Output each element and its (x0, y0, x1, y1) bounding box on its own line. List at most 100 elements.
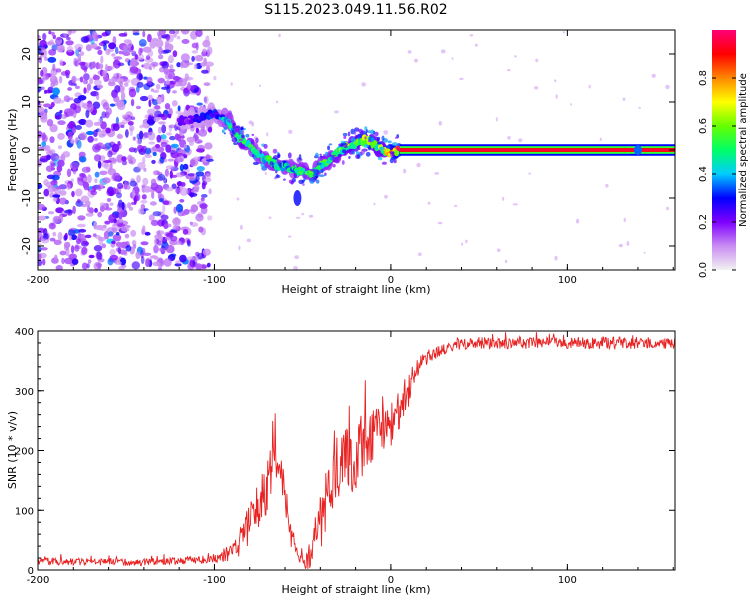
heatmap-cell (38, 259, 43, 267)
heatmap-cell (78, 118, 87, 126)
heatmap-cell (165, 236, 171, 240)
heatmap-cell (141, 194, 147, 200)
heatmap-cell (323, 154, 326, 159)
heatmap-cell (465, 239, 468, 244)
heatmap-cell (147, 49, 154, 57)
heatmap-cell (172, 90, 177, 94)
heatmap-cell (195, 127, 200, 134)
heatmap-cell (154, 234, 162, 240)
heatmap-cell (142, 156, 146, 165)
heatmap-cell (354, 127, 360, 132)
heatmap-cell (56, 165, 63, 173)
heatmap-cell (66, 36, 71, 41)
heatmap-cell (87, 174, 92, 184)
heatmap-cell (200, 62, 207, 67)
heatmap-cell (239, 224, 243, 230)
heatmap-cell (57, 132, 65, 140)
heatmap-cell (246, 238, 252, 243)
heatmap-cell (196, 102, 203, 106)
heatmap-cell (272, 148, 278, 154)
heatmap-cell (58, 145, 62, 150)
heatmap-cell (59, 197, 67, 205)
heatmap-cell (241, 134, 245, 139)
heatmap-cell (169, 135, 176, 141)
heatmap-cell (474, 43, 478, 47)
heatmap-cell (324, 151, 329, 157)
heatmap-cell (275, 170, 278, 174)
heatmap-cell (193, 88, 198, 93)
heatmap-cell (175, 172, 185, 178)
heatmap-cell (104, 30, 111, 36)
heatmap-cell (109, 249, 116, 256)
heatmap-cell (496, 248, 501, 252)
heatmap-cell (203, 82, 211, 87)
heatmap-cell (351, 150, 355, 155)
heatmap-cell (80, 195, 90, 204)
heatmap-cell (298, 154, 302, 160)
heatmap-cell (59, 110, 63, 114)
heatmap-cell (114, 85, 121, 93)
spectrogram-x-axis-label: Height of straight line (km) (281, 283, 430, 296)
heatmap-cell (178, 78, 188, 87)
snr-panel: -200 -100 0 100 400 300 200 100 0 Height of stra… (6, 327, 676, 596)
heatmap-cell (315, 175, 319, 179)
heatmap-cell (260, 163, 265, 168)
heatmap-cell (112, 234, 122, 242)
line-band-peak (399, 149, 675, 151)
heatmap-cell (98, 236, 104, 246)
heatmap-cell (238, 245, 241, 251)
heatmap-cell (164, 168, 169, 177)
colorbar-label: Normalized spectral amplitude (738, 73, 749, 227)
y-tick-label: 20 (20, 47, 33, 61)
heatmap-cell (187, 82, 191, 90)
heatmap-cell (459, 77, 464, 81)
heatmap-cell (293, 173, 297, 179)
heatmap-cell (193, 156, 201, 161)
heatmap-cell (94, 171, 100, 178)
heatmap-cell (79, 51, 85, 56)
heatmap-cell (72, 205, 76, 215)
heatmap-cell (113, 222, 117, 227)
heatmap-cell (97, 49, 103, 56)
heatmap-cell (204, 61, 214, 67)
heatmap-cell (170, 143, 179, 149)
heatmap-cell (370, 129, 375, 135)
heatmap-cell (575, 218, 580, 224)
heatmap-cell (99, 170, 108, 176)
heatmap-cell (58, 76, 63, 84)
heatmap-cell (95, 263, 103, 267)
heatmap-cell (83, 87, 87, 94)
heatmap-cell (383, 130, 389, 135)
snr-x-axis-label: Height of straight line (km) (281, 583, 430, 596)
heatmap-cell (394, 136, 399, 139)
heatmap-cell (562, 31, 566, 34)
heatmap-cell (167, 55, 174, 64)
heatmap-cell (87, 259, 92, 264)
heatmap-cell (75, 188, 83, 197)
heatmap-cell (43, 188, 50, 197)
heatmap-cell (158, 54, 164, 60)
heatmap-cell (332, 163, 336, 168)
heatmap-cell (302, 174, 308, 179)
colorbar-tick-label: 0.2 (698, 214, 709, 230)
heatmap-cell (361, 82, 367, 87)
heatmap-cell (172, 217, 181, 225)
heatmap-cell (342, 149, 347, 154)
heatmap-cell (187, 173, 195, 177)
heatmap-cell (92, 101, 101, 109)
heatmap-cell (248, 120, 253, 125)
heatmap-cell (74, 43, 84, 51)
heatmap-cell (87, 103, 94, 113)
heatmap-cell (370, 137, 375, 142)
heatmap-cell (195, 171, 205, 177)
heatmap-cell (275, 100, 279, 104)
heatmap-cell (328, 143, 333, 146)
heatmap-cell (157, 174, 166, 181)
heatmap-cell (186, 256, 196, 261)
heatmap-cell (93, 121, 102, 126)
heatmap-cell (94, 178, 98, 184)
heatmap-cell (93, 137, 98, 142)
heatmap-cell (651, 73, 656, 78)
heatmap-cell (79, 132, 87, 141)
